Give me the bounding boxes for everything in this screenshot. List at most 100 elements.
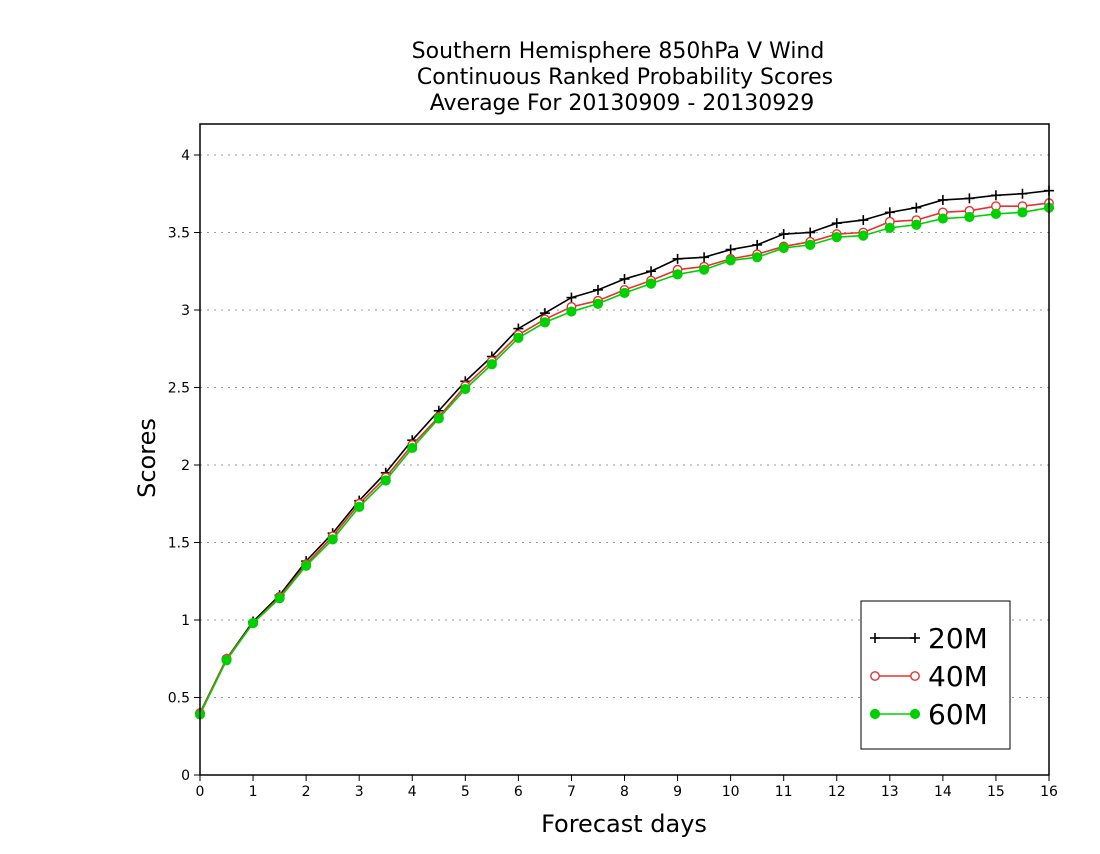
x-tick-label: 8 — [620, 784, 629, 800]
data-point-60M — [566, 306, 577, 317]
y-tick-label: 1 — [181, 613, 190, 629]
y-axis-label: Scores — [133, 418, 161, 498]
data-point-60M — [247, 618, 259, 629]
data-point-20M — [752, 239, 763, 250]
series-60M — [194, 202, 1055, 720]
data-point-60M — [645, 278, 657, 289]
legend: 20M 40M 60M — [860, 600, 1011, 750]
data-point-20M — [884, 207, 895, 218]
data-point-60M — [619, 287, 630, 299]
x-tick-label: 5 — [461, 784, 470, 800]
x-tick-label: 3 — [355, 784, 364, 800]
data-point-20M — [1017, 188, 1028, 199]
data-point-60M — [778, 242, 789, 254]
data-point-60M — [752, 252, 763, 263]
data-point-20M — [699, 252, 710, 263]
legend-swatch-marker — [869, 708, 881, 720]
data-point-60M — [831, 232, 842, 243]
data-point-60M — [433, 413, 444, 424]
x-tick-label: 16 — [1040, 784, 1058, 800]
x-tick-label: 13 — [881, 784, 899, 800]
x-tick-label: 0 — [196, 784, 205, 800]
chart-title-line-2: Continuous Ranked Probability Scores — [417, 65, 833, 90]
data-point-60M — [858, 230, 869, 241]
x-tick-label: 2 — [302, 784, 311, 800]
data-point-60M — [911, 219, 922, 230]
data-point-20M — [592, 284, 603, 295]
data-point-60M — [672, 269, 683, 280]
legend-item-20M: 20M — [870, 622, 988, 655]
y-tick-label: 2 — [181, 458, 190, 474]
data-point-20M — [619, 274, 630, 284]
legend-items: 20M 40M 60M — [869, 622, 988, 731]
chart-title-line-1: Southern Hemisphere 850hPa V Wind — [412, 39, 825, 64]
legend-swatch-marker — [910, 671, 920, 681]
data-point-60M — [698, 264, 710, 275]
x-tick-label: 15 — [987, 784, 1005, 800]
data-point-60M — [592, 298, 604, 309]
data-point-20M — [805, 227, 816, 238]
series-group — [194, 185, 1055, 720]
data-point-60M — [274, 593, 285, 604]
y-tick-label: 2.5 — [168, 381, 190, 397]
data-point-60M — [407, 442, 418, 454]
data-point-20M — [937, 194, 948, 205]
data-point-60M — [805, 239, 816, 250]
y-tick-label: 1.5 — [168, 536, 190, 552]
x-tick-label: 7 — [567, 784, 576, 800]
data-point-60M — [1017, 207, 1028, 218]
y-tick-label: 0.5 — [168, 691, 190, 707]
x-tick-label: 6 — [514, 784, 523, 800]
legend-label: 60M — [928, 698, 988, 731]
legend-swatch-marker — [870, 633, 880, 643]
data-point-60M — [327, 534, 338, 545]
data-point-20M — [672, 253, 683, 264]
data-point-60M — [301, 560, 312, 571]
data-point-60M — [486, 359, 497, 370]
data-point-20M — [990, 190, 1001, 201]
data-point-20M — [778, 229, 789, 240]
x-tick-label: 4 — [408, 784, 417, 800]
y-tick-label: 0 — [181, 768, 190, 784]
data-point-20M — [566, 292, 577, 303]
legend-swatch-marker — [909, 708, 921, 720]
data-point-20M — [911, 202, 922, 213]
x-tick-label: 14 — [934, 784, 952, 800]
data-point-60M — [513, 332, 524, 343]
data-point-60M — [354, 501, 365, 512]
y-tick-label: 3.5 — [168, 226, 190, 242]
x-tick-label: 10 — [722, 784, 740, 800]
y-tick-label: 4 — [181, 148, 190, 164]
data-point-60M — [725, 255, 736, 266]
chart-title-line-3: Average For 20130909 - 20130929 — [430, 91, 815, 116]
legend-swatch-marker — [910, 633, 920, 643]
data-point-20M — [964, 193, 975, 204]
x-tick-label: 1 — [249, 784, 258, 800]
y-tick-label: 3 — [181, 303, 190, 319]
axis-ticks: 00.511.522.533.540 1 2 3 4 5 6 7 8 9 10 11 12 13 14 15 1… — [168, 148, 1058, 800]
x-tick-label: 9 — [673, 784, 682, 800]
legend-swatch-marker — [870, 671, 880, 681]
data-point-60M — [990, 208, 1002, 219]
data-point-20M — [858, 215, 869, 226]
legend-label: 40M — [928, 660, 988, 693]
x-tick-label: 12 — [828, 784, 846, 800]
data-point-60M — [937, 213, 948, 224]
data-point-60M — [221, 655, 232, 666]
legend-label: 20M — [928, 622, 988, 655]
data-point-20M — [646, 266, 657, 277]
legend-item-60M: 60M — [869, 698, 988, 731]
data-point-60M — [380, 475, 391, 486]
data-point-20M — [831, 218, 842, 229]
data-point-60M — [460, 383, 471, 395]
x-tick-label: 11 — [775, 784, 793, 800]
x-axis-label: Forecast days — [541, 810, 707, 838]
data-point-60M — [884, 222, 895, 233]
data-point-60M — [964, 211, 975, 223]
legend-box — [860, 600, 1011, 750]
legend-item-40M: 40M — [870, 660, 988, 693]
data-point-20M — [725, 244, 736, 255]
data-point-60M — [539, 317, 551, 328]
